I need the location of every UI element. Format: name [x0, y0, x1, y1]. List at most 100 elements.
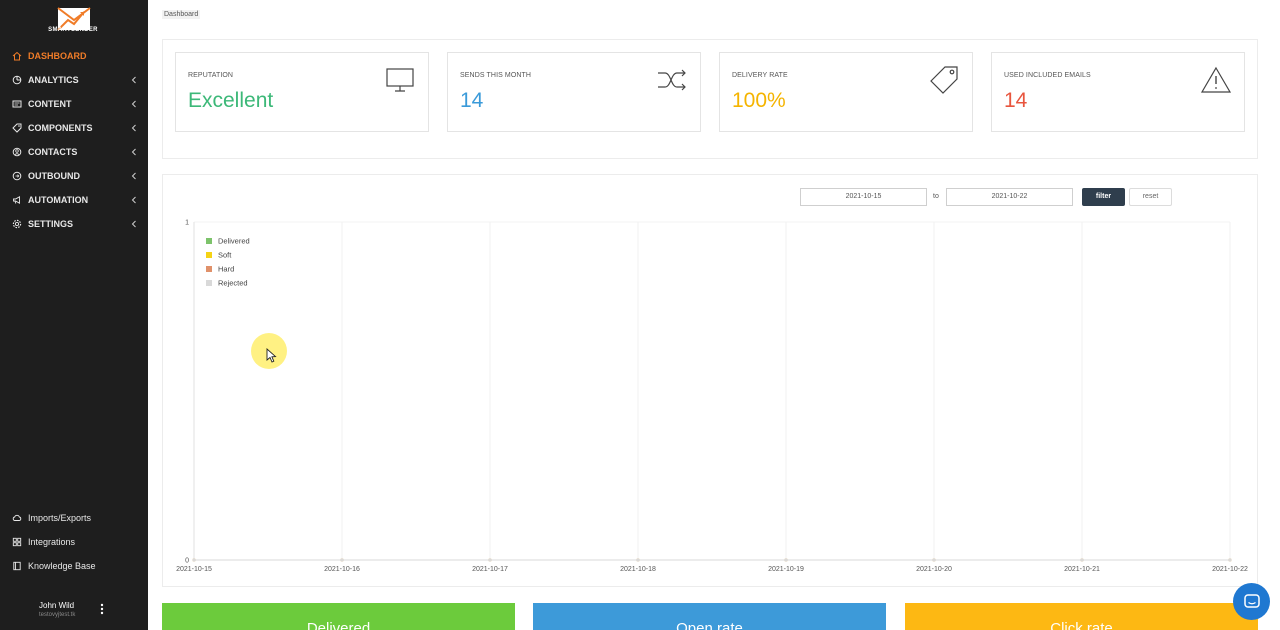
content-icon	[11, 98, 23, 110]
legend-swatch	[206, 280, 212, 286]
chat-widget-button[interactable]	[1233, 583, 1270, 620]
sidebar-item-automation[interactable]: AUTOMATION	[0, 188, 148, 212]
tag-icon	[11, 122, 23, 134]
data-point-rejected	[340, 558, 344, 562]
grid-icon	[11, 536, 23, 548]
x-tick-label: 2021-10-16	[324, 566, 360, 573]
chevron-left-icon	[131, 124, 136, 132]
open-rate-card[interactable]: Open rate	[533, 603, 886, 630]
sidebar-item-settings[interactable]: SETTINGS	[0, 212, 148, 236]
sidebar-item-knowledge-base[interactable]: Knowledge Base	[0, 554, 148, 578]
delivered-card[interactable]: Delivered	[162, 603, 515, 630]
warning-icon	[1200, 66, 1232, 93]
user-name: John Wild	[39, 601, 75, 610]
legend-swatch	[206, 252, 212, 258]
sidebar-item-content[interactable]: CONTENT	[0, 92, 148, 116]
megaphone-icon	[11, 194, 23, 206]
card-label: SENDS THIS MONTH	[460, 72, 532, 79]
card-value: Excellent	[188, 89, 274, 112]
data-point-rejected	[932, 558, 936, 562]
sidebar: SMARTSENDER DASHBOARD ANALYTICS CONTENT	[0, 0, 148, 630]
click-rate-card[interactable]: Click rate	[905, 603, 1258, 630]
y-tick-label: 0	[185, 558, 189, 565]
chevron-left-icon	[131, 220, 136, 228]
x-tick-label: 2021-10-15	[176, 566, 212, 573]
x-tick-label: 2021-10-20	[916, 566, 952, 573]
monitor-icon	[386, 68, 414, 92]
envelope-chart-logo[interactable]	[50, 6, 98, 36]
main-nav: DASHBOARD ANALYTICS CONTENT COMPONENTS	[0, 44, 148, 236]
date-to-input[interactable]: 2021-10-22	[946, 188, 1073, 206]
cloud-icon	[11, 512, 23, 524]
x-tick-label: 2021-10-21	[1064, 566, 1100, 573]
legend-swatch	[206, 266, 212, 272]
chart-panel: 2021-10-15 to 2021-10-22 filter reset 1 0…	[162, 174, 1258, 587]
sidebar-item-dashboard[interactable]: DASHBOARD	[0, 44, 148, 68]
x-tick-label: 2021-10-17	[472, 566, 508, 573]
data-point-rejected	[488, 558, 492, 562]
sidebar-item-label: Integrations	[28, 537, 76, 547]
card-label: DELIVERY RATE	[732, 72, 788, 79]
sidebar-item-contacts[interactable]: CONTACTS	[0, 140, 148, 164]
sidebar-item-label: CONTENT	[28, 99, 72, 109]
sidebar-item-label: ANALYTICS	[28, 75, 79, 85]
card-value: 14	[460, 89, 484, 112]
chevron-left-icon	[131, 172, 136, 180]
chevron-left-icon	[131, 76, 136, 84]
sidebar-item-label: CONTACTS	[28, 147, 78, 157]
filter-button[interactable]: filter	[1082, 188, 1125, 206]
price-tag-icon	[930, 66, 958, 94]
legend-label: Rejected	[218, 279, 248, 288]
data-point-rejected	[1228, 558, 1232, 562]
date-range-separator: to	[933, 193, 939, 200]
chat-icon	[1243, 593, 1260, 608]
reputation-card: REPUTATION Excellent	[175, 52, 429, 132]
chevron-left-icon	[131, 100, 136, 108]
data-point-rejected	[1080, 558, 1084, 562]
gear-icon	[11, 218, 23, 230]
legend-label: Hard	[218, 265, 234, 274]
legend-label: Delivered	[218, 237, 250, 246]
used-emails-card: USED INCLUDED EMAILS 14	[991, 52, 1245, 132]
card-label: USED INCLUDED EMAILS	[1004, 72, 1091, 79]
sidebar-item-label: AUTOMATION	[28, 195, 89, 205]
sidebar-item-integrations[interactable]: Integrations	[0, 530, 148, 554]
sidebar-item-imports-exports[interactable]: Imports/Exports	[0, 506, 148, 530]
x-tick-label: 2021-10-19	[768, 566, 804, 573]
sidebar-item-outbound[interactable]: OUTBOUND	[0, 164, 148, 188]
card-value: 100%	[732, 89, 786, 112]
home-icon	[11, 50, 23, 62]
reset-button[interactable]: reset	[1129, 188, 1172, 206]
legend-label: Soft	[218, 251, 232, 260]
more-vertical-icon[interactable]	[98, 602, 106, 616]
card-value: 14	[1004, 89, 1028, 112]
sidebar-item-label: SETTINGS	[28, 219, 74, 229]
sidebar-item-analytics[interactable]: ANALYTICS	[0, 68, 148, 92]
user-profile: John Wild testovyjtest.tk	[0, 592, 148, 630]
stats-panel: REPUTATION Excellent SENDS THIS MONTH 14…	[162, 39, 1258, 159]
sidebar-item-label: Imports/Exports	[28, 513, 92, 523]
sidebar-item-components[interactable]: COMPONENTS	[0, 116, 148, 140]
outbound-icon	[11, 170, 23, 182]
y-tick-label: 1	[185, 220, 189, 227]
legend-swatch	[206, 238, 212, 244]
sends-card: SENDS THIS MONTH 14	[447, 52, 701, 132]
user-domain: testovyjtest.tk	[39, 612, 76, 618]
chevron-left-icon	[131, 196, 136, 204]
contacts-icon	[11, 146, 23, 158]
chevron-left-icon	[131, 148, 136, 156]
brand-name: SMARTSENDER	[48, 27, 98, 33]
book-icon	[11, 560, 23, 572]
secondary-nav: Imports/Exports Integrations Knowledge B…	[0, 506, 148, 578]
sidebar-item-label: COMPONENTS	[28, 123, 93, 133]
x-tick-label: 2021-10-22	[1212, 566, 1248, 573]
sidebar-item-label: DASHBOARD	[28, 51, 87, 61]
date-from-input[interactable]: 2021-10-15	[800, 188, 927, 206]
analytics-icon	[11, 74, 23, 86]
x-tick-label: 2021-10-18	[620, 566, 656, 573]
card-label: REPUTATION	[188, 72, 234, 79]
shuffle-icon	[658, 69, 686, 91]
breadcrumb[interactable]: Dashboard	[162, 10, 201, 19]
mouse-cursor-icon	[266, 348, 277, 363]
